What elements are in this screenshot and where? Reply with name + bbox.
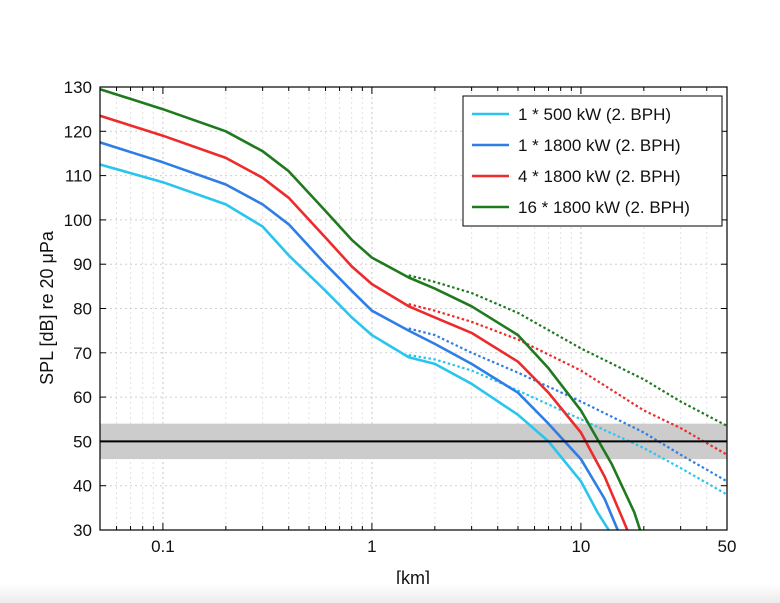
legend-label: 1 * 1800 kW (2. BPH)	[518, 136, 681, 155]
series-3-dotted-line	[408, 274, 727, 427]
y-tick-label: 130	[64, 78, 92, 97]
y-tick-label: 60	[73, 388, 92, 407]
y-tick-label: 100	[64, 211, 92, 230]
y-tick-label: 70	[73, 344, 92, 363]
y-tick-label: 80	[73, 300, 92, 319]
y-axis-label: SPL [dB] re 20 μPa	[37, 230, 57, 385]
y-tick-label: 90	[73, 255, 92, 274]
grid	[99, 86, 728, 531]
series-0-dotted-line	[408, 353, 727, 496]
legend-label: 16 * 1800 kW (2. BPH)	[518, 198, 690, 217]
legend-label: 4 * 1800 kW (2. BPH)	[518, 167, 681, 186]
tick-marks	[99, 86, 728, 531]
series-2-line	[100, 114, 629, 530]
x-tick-label: 1	[367, 537, 376, 556]
y-tick-label: 110	[65, 167, 92, 186]
legend-label: 1 * 500 kW (2. BPH)	[518, 105, 671, 124]
series-2-dotted-line	[408, 303, 727, 456]
y-tick-label: 50	[73, 432, 92, 451]
x-tick-label: 0.1	[151, 537, 175, 556]
series-0-line	[100, 163, 611, 530]
y-tick-label: 30	[73, 521, 92, 540]
x-tick-label: 10	[571, 537, 590, 556]
y-tick-label: 120	[64, 122, 92, 141]
series-3-line	[100, 87, 642, 530]
legend-box	[462, 95, 723, 227]
x-axis-label: [km]	[396, 568, 430, 588]
x-tick-label: 50	[718, 537, 737, 556]
y-tick-label: 40	[73, 477, 92, 496]
legend: 1 * 500 kW (2. BPH) 1 * 1800 kW (2. BPH) 4…	[462, 95, 723, 227]
bottom-edge-shade	[0, 584, 780, 603]
